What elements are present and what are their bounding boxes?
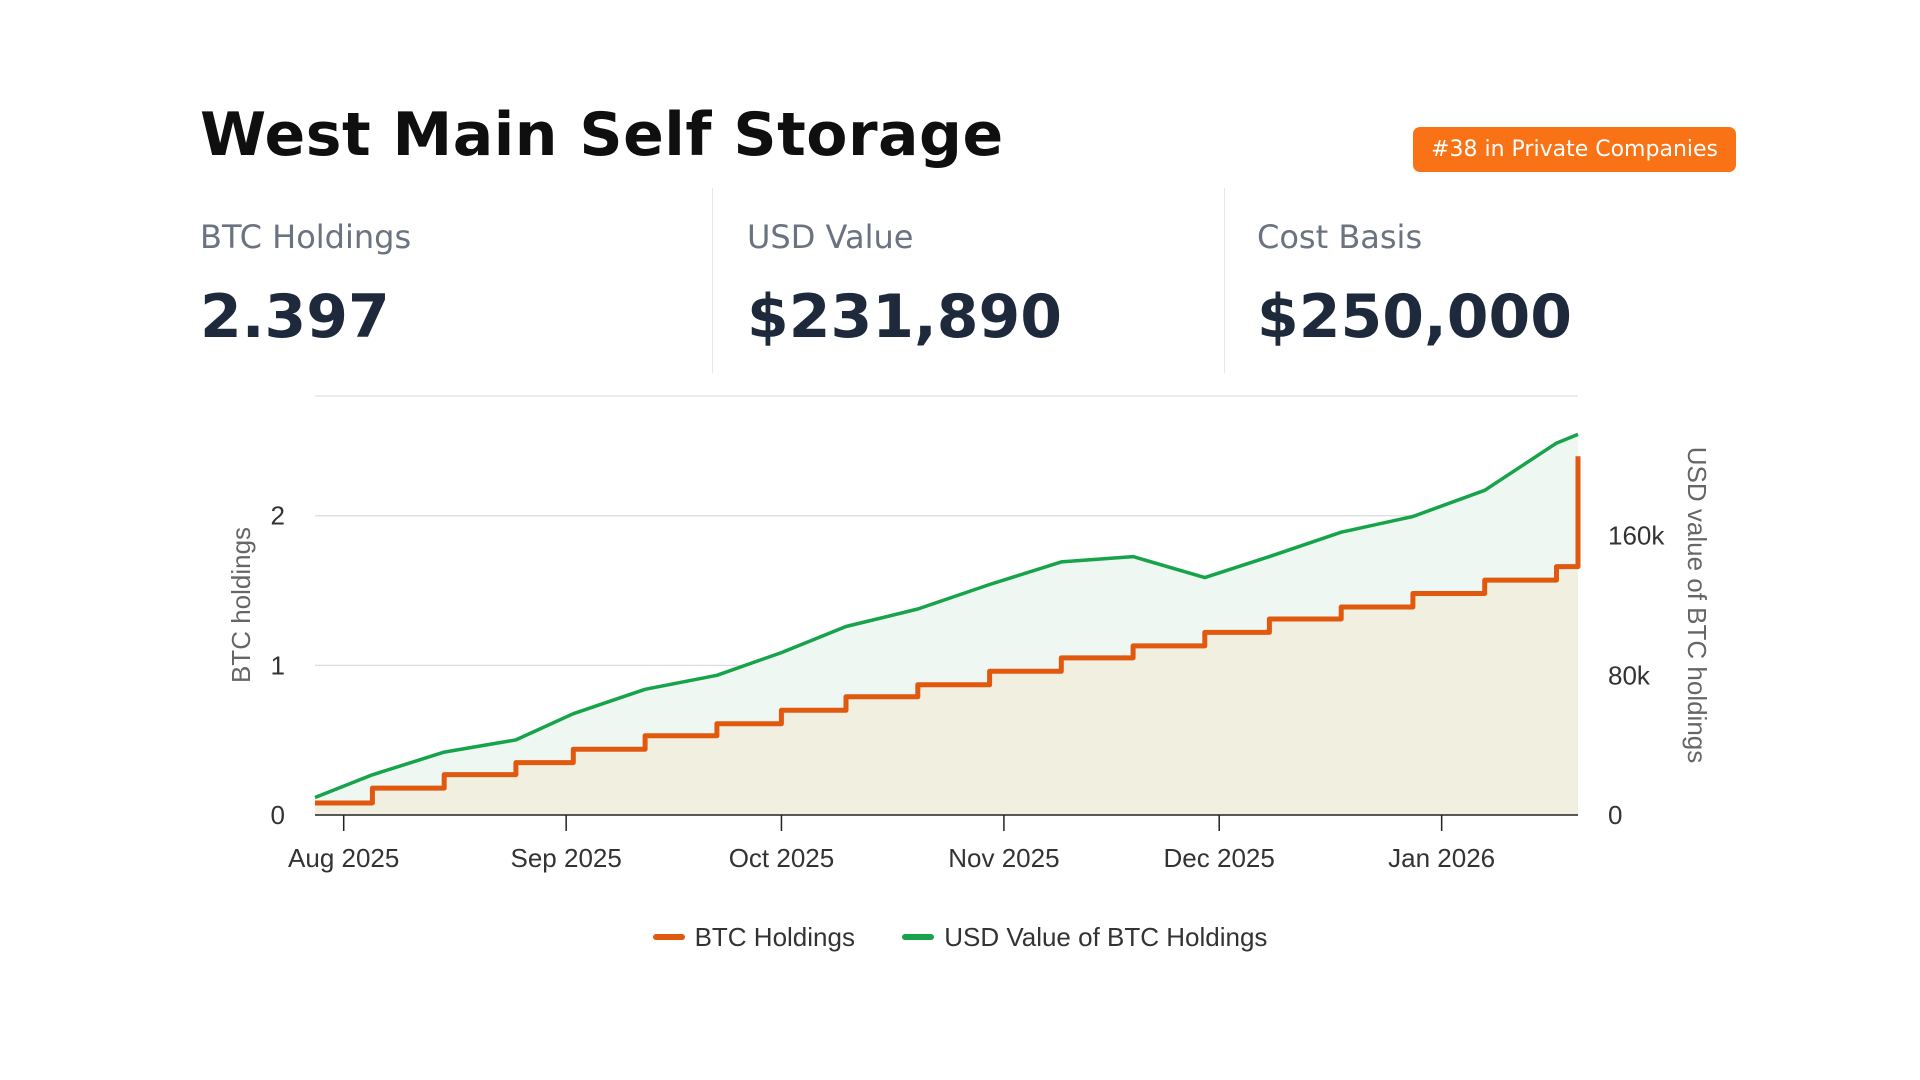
y-right-tick-label: 160k	[1608, 521, 1665, 551]
btc-area	[315, 456, 1578, 815]
x-tick-label: Nov 2025	[948, 843, 1059, 873]
stat-value: 2.397	[200, 282, 390, 352]
y-left-tick-label: 0	[271, 800, 285, 830]
legend-item-usd[interactable]: USD Value of BTC Holdings	[902, 922, 1267, 953]
btc-series-line	[315, 456, 1581, 806]
rank-badge[interactable]: #38 in Private Companies	[1413, 127, 1736, 172]
usd-series-line	[314, 432, 1579, 800]
stat-value: $250,000	[1257, 282, 1573, 352]
y-right-tick-label: 0	[1608, 800, 1622, 830]
y-left-axis-title: BTC holdings	[226, 527, 256, 683]
stat-usd-value: USD Value $231,890	[747, 188, 1062, 373]
stat-label: USD Value	[747, 218, 914, 256]
stats-row: BTC Holdings 2.397 USD Value $231,890 Co…	[200, 188, 1736, 373]
x-tick-label: Aug 2025	[288, 843, 399, 873]
legend-swatch-btc	[652, 934, 685, 940]
legend-swatch-usd	[902, 934, 935, 940]
stat-divider	[1224, 188, 1225, 373]
y-left-tick-label: 1	[271, 650, 285, 680]
stat-btc-holdings: BTC Holdings 2.397	[200, 188, 411, 373]
x-tick-label: Sep 2025	[511, 843, 622, 873]
holdings-chart: Aug 2025 Sep 2025 Oct 2025 Nov 2025 Dec 2025…	[226, 395, 1712, 873]
stat-label: Cost Basis	[1257, 218, 1423, 256]
x-tick-label: Oct 2025	[729, 843, 835, 873]
x-tick-label: Dec 2025	[1164, 843, 1275, 873]
y-right-tick-label: 80k	[1608, 660, 1651, 690]
legend-item-btc[interactable]: BTC Holdings	[652, 921, 855, 953]
legend-label: USD Value of BTC Holdings	[944, 921, 1268, 952]
stat-value: $231,890	[747, 282, 1063, 352]
page-title: West Main Self Storage	[200, 100, 1004, 170]
stat-label: BTC Holdings	[200, 218, 412, 256]
y-right-axis-title: USD value of BTC holdings	[1682, 447, 1712, 763]
stat-divider	[712, 188, 713, 373]
y-left-tick-label: 2	[271, 501, 285, 531]
legend-label: BTC Holdings	[694, 921, 855, 952]
chart-legend: BTC Holdings USD Value of BTC Holdings	[0, 916, 1920, 953]
stat-cost-basis: Cost Basis $250,000	[1257, 188, 1572, 373]
x-tick-label: Jan 2026	[1388, 843, 1495, 873]
